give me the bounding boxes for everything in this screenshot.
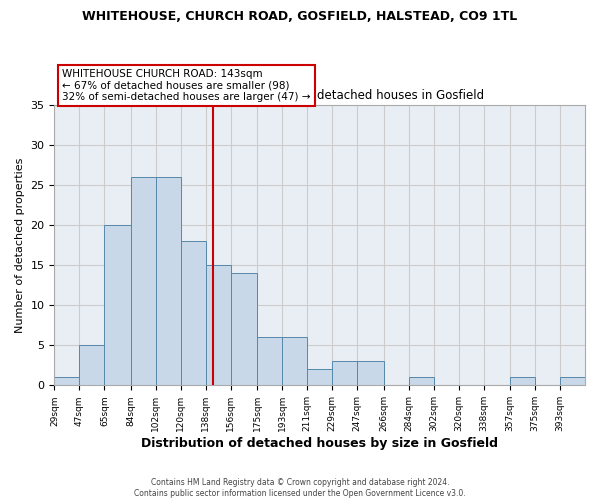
Title: Size of property relative to detached houses in Gosfield: Size of property relative to detached ho… — [155, 90, 484, 102]
Bar — [231, 273, 257, 386]
Bar — [206, 265, 231, 386]
Bar — [307, 370, 332, 386]
X-axis label: Distribution of detached houses by size in Gosfield: Distribution of detached houses by size … — [141, 437, 498, 450]
Bar — [79, 346, 104, 386]
Text: WHITEHOUSE, CHURCH ROAD, GOSFIELD, HALSTEAD, CO9 1TL: WHITEHOUSE, CHURCH ROAD, GOSFIELD, HALST… — [82, 10, 518, 23]
Bar — [104, 225, 131, 386]
Bar — [156, 177, 181, 386]
Bar — [357, 362, 383, 386]
Bar — [181, 241, 206, 386]
Bar — [257, 338, 282, 386]
Y-axis label: Number of detached properties: Number of detached properties — [15, 158, 25, 333]
Bar — [131, 177, 156, 386]
Bar — [55, 378, 79, 386]
Text: WHITEHOUSE CHURCH ROAD: 143sqm
← 67% of detached houses are smaller (98)
32% of : WHITEHOUSE CHURCH ROAD: 143sqm ← 67% of … — [62, 69, 311, 102]
Bar — [510, 378, 535, 386]
Bar — [332, 362, 357, 386]
Bar — [560, 378, 585, 386]
Text: Contains HM Land Registry data © Crown copyright and database right 2024.
Contai: Contains HM Land Registry data © Crown c… — [134, 478, 466, 498]
Bar — [282, 338, 307, 386]
Bar — [409, 378, 434, 386]
